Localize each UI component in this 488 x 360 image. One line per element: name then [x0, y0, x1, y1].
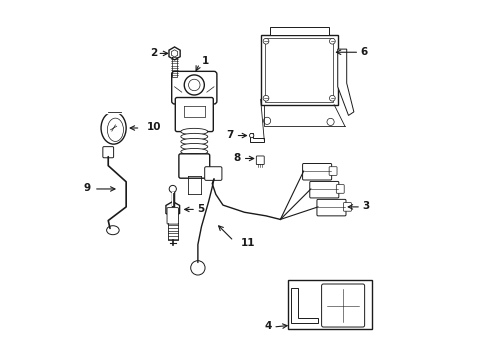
Circle shape — [263, 117, 270, 125]
Polygon shape — [169, 47, 180, 60]
Ellipse shape — [181, 138, 207, 145]
Circle shape — [188, 79, 200, 91]
Ellipse shape — [181, 153, 207, 160]
FancyBboxPatch shape — [256, 156, 264, 165]
Circle shape — [249, 134, 253, 138]
FancyBboxPatch shape — [321, 284, 364, 327]
FancyBboxPatch shape — [343, 203, 351, 211]
FancyBboxPatch shape — [328, 167, 336, 175]
FancyBboxPatch shape — [175, 98, 213, 132]
FancyBboxPatch shape — [171, 71, 217, 104]
Text: 10: 10 — [146, 122, 161, 132]
FancyBboxPatch shape — [102, 147, 113, 158]
Text: 6: 6 — [360, 46, 367, 57]
FancyBboxPatch shape — [316, 199, 346, 216]
Polygon shape — [337, 49, 353, 116]
Circle shape — [190, 261, 204, 275]
Polygon shape — [165, 202, 179, 217]
Ellipse shape — [181, 134, 207, 140]
Text: 3: 3 — [361, 201, 368, 211]
Ellipse shape — [106, 226, 119, 235]
FancyBboxPatch shape — [336, 185, 344, 193]
Text: 11: 11 — [241, 238, 255, 248]
FancyBboxPatch shape — [167, 208, 178, 224]
Ellipse shape — [107, 118, 123, 141]
Text: 4: 4 — [264, 321, 271, 331]
FancyBboxPatch shape — [179, 154, 209, 178]
Circle shape — [326, 118, 333, 126]
Polygon shape — [171, 50, 177, 57]
Ellipse shape — [101, 112, 126, 144]
FancyBboxPatch shape — [204, 167, 222, 180]
Polygon shape — [249, 133, 264, 141]
Text: 2: 2 — [150, 48, 157, 58]
Circle shape — [169, 185, 176, 193]
Text: 5: 5 — [197, 204, 204, 214]
Polygon shape — [290, 288, 317, 323]
Ellipse shape — [181, 148, 207, 155]
Circle shape — [263, 95, 268, 101]
Text: 9: 9 — [84, 183, 91, 193]
Bar — [264, 38, 333, 102]
FancyBboxPatch shape — [302, 163, 331, 180]
Ellipse shape — [181, 143, 207, 150]
Circle shape — [263, 39, 268, 44]
FancyBboxPatch shape — [309, 181, 338, 198]
Bar — [287, 280, 371, 329]
Text: 7: 7 — [226, 130, 233, 140]
Circle shape — [329, 39, 335, 44]
Bar — [260, 35, 337, 105]
Circle shape — [184, 75, 204, 95]
Text: 1: 1 — [201, 56, 208, 66]
Text: 8: 8 — [233, 153, 241, 163]
Ellipse shape — [181, 129, 207, 135]
Bar — [269, 27, 328, 35]
Circle shape — [329, 95, 335, 101]
